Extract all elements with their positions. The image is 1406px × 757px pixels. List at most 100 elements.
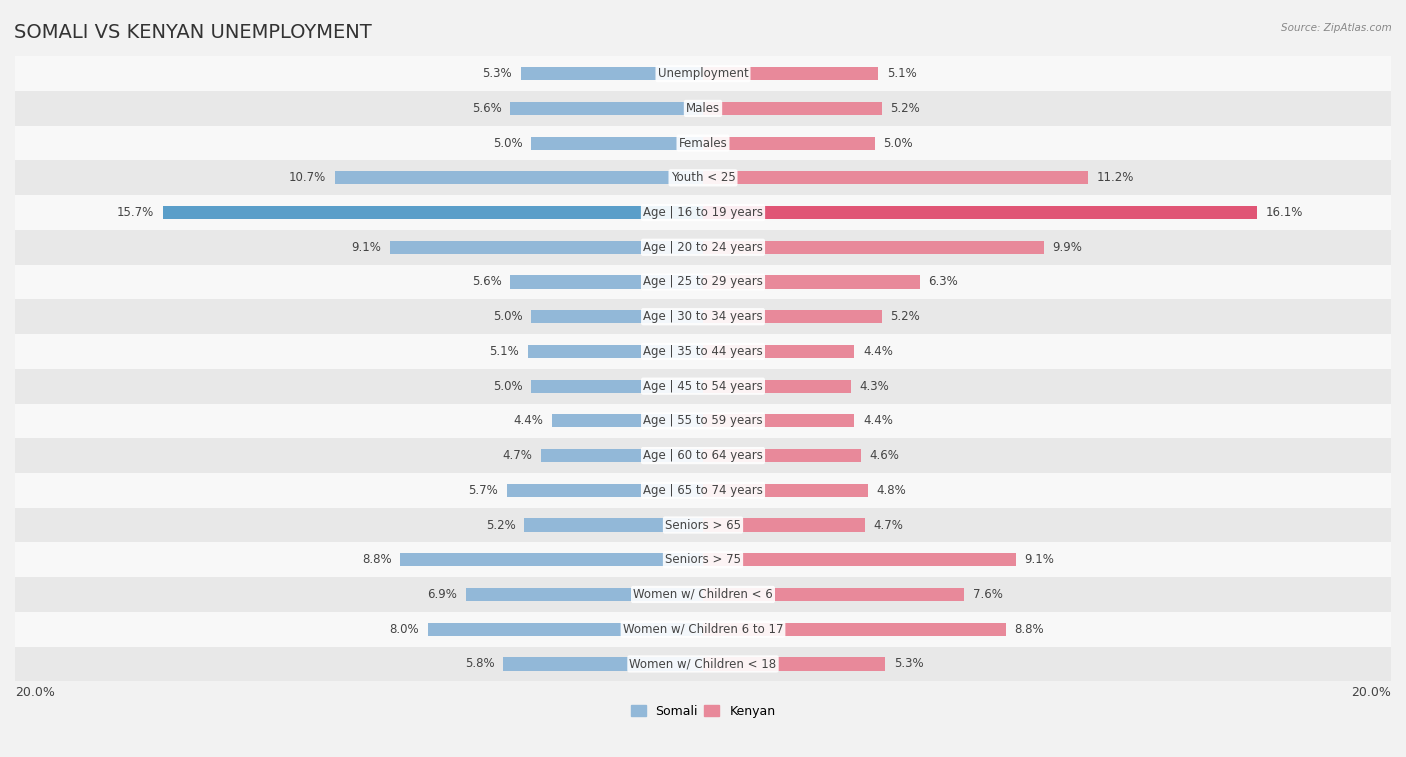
Text: Women w/ Children < 6: Women w/ Children < 6 xyxy=(633,588,773,601)
Text: Women w/ Children < 18: Women w/ Children < 18 xyxy=(630,657,776,671)
Bar xyxy=(15,195,1391,230)
Bar xyxy=(703,345,855,358)
Text: Age | 45 to 54 years: Age | 45 to 54 years xyxy=(643,380,763,393)
Legend: Somali, Kenyan: Somali, Kenyan xyxy=(626,699,780,723)
Bar xyxy=(427,622,703,636)
Bar xyxy=(335,171,703,185)
Bar xyxy=(510,101,703,115)
Text: 4.3%: 4.3% xyxy=(859,380,889,393)
Text: 9.1%: 9.1% xyxy=(1025,553,1054,566)
Bar xyxy=(15,542,1391,577)
Bar xyxy=(703,136,875,150)
Bar xyxy=(531,379,703,393)
Text: 9.9%: 9.9% xyxy=(1052,241,1083,254)
Bar xyxy=(508,484,703,497)
Text: 4.4%: 4.4% xyxy=(513,414,543,428)
Bar xyxy=(15,299,1391,334)
Bar xyxy=(520,67,703,80)
Bar xyxy=(703,206,1257,220)
Bar xyxy=(401,553,703,566)
Bar xyxy=(527,345,703,358)
Text: Seniors > 65: Seniors > 65 xyxy=(665,519,741,531)
Text: 10.7%: 10.7% xyxy=(290,171,326,185)
Bar xyxy=(524,519,703,531)
Bar xyxy=(703,310,882,323)
Bar xyxy=(15,230,1391,265)
Bar xyxy=(703,588,965,601)
Bar xyxy=(389,241,703,254)
Bar xyxy=(703,171,1088,185)
Text: 5.0%: 5.0% xyxy=(492,380,523,393)
Text: SOMALI VS KENYAN UNEMPLOYMENT: SOMALI VS KENYAN UNEMPLOYMENT xyxy=(14,23,371,42)
Bar xyxy=(15,91,1391,126)
Bar xyxy=(531,310,703,323)
Bar xyxy=(15,126,1391,160)
Text: 6.3%: 6.3% xyxy=(928,276,957,288)
Bar xyxy=(510,276,703,288)
Text: 7.6%: 7.6% xyxy=(973,588,1002,601)
Bar xyxy=(703,449,862,463)
Text: 5.2%: 5.2% xyxy=(890,310,921,323)
Text: 4.8%: 4.8% xyxy=(877,484,907,497)
Text: 4.4%: 4.4% xyxy=(863,414,893,428)
Text: 6.9%: 6.9% xyxy=(427,588,457,601)
Text: Women w/ Children 6 to 17: Women w/ Children 6 to 17 xyxy=(623,623,783,636)
Text: Males: Males xyxy=(686,102,720,115)
Text: 20.0%: 20.0% xyxy=(15,687,55,699)
Bar xyxy=(703,276,920,288)
Bar xyxy=(703,553,1017,566)
Bar xyxy=(531,136,703,150)
Text: Age | 65 to 74 years: Age | 65 to 74 years xyxy=(643,484,763,497)
Text: Females: Females xyxy=(679,136,727,150)
Text: 5.7%: 5.7% xyxy=(468,484,498,497)
Text: Age | 55 to 59 years: Age | 55 to 59 years xyxy=(643,414,763,428)
Text: 11.2%: 11.2% xyxy=(1097,171,1135,185)
Bar xyxy=(15,473,1391,508)
Bar xyxy=(703,622,1005,636)
Text: 5.3%: 5.3% xyxy=(482,67,512,80)
Bar xyxy=(541,449,703,463)
Bar xyxy=(15,369,1391,403)
Bar xyxy=(703,519,865,531)
Bar xyxy=(15,334,1391,369)
Bar xyxy=(15,646,1391,681)
Text: 5.1%: 5.1% xyxy=(489,345,519,358)
Text: 5.3%: 5.3% xyxy=(894,657,924,671)
Text: 5.0%: 5.0% xyxy=(883,136,914,150)
Text: Age | 60 to 64 years: Age | 60 to 64 years xyxy=(643,449,763,462)
Text: 20.0%: 20.0% xyxy=(1351,687,1391,699)
Bar xyxy=(703,379,851,393)
Bar xyxy=(15,438,1391,473)
Text: 5.1%: 5.1% xyxy=(887,67,917,80)
Bar xyxy=(163,206,703,220)
Text: Youth < 25: Youth < 25 xyxy=(671,171,735,185)
Bar xyxy=(15,265,1391,299)
Text: 4.7%: 4.7% xyxy=(873,519,903,531)
Text: 9.1%: 9.1% xyxy=(352,241,381,254)
Bar xyxy=(703,67,879,80)
Bar xyxy=(703,657,886,671)
Text: 8.0%: 8.0% xyxy=(389,623,419,636)
Bar xyxy=(551,414,703,428)
Bar xyxy=(15,612,1391,646)
Text: Unemployment: Unemployment xyxy=(658,67,748,80)
Text: Age | 20 to 24 years: Age | 20 to 24 years xyxy=(643,241,763,254)
Text: 8.8%: 8.8% xyxy=(1014,623,1043,636)
Text: Source: ZipAtlas.com: Source: ZipAtlas.com xyxy=(1281,23,1392,33)
Text: 5.6%: 5.6% xyxy=(472,276,502,288)
Bar xyxy=(15,508,1391,542)
Text: 5.8%: 5.8% xyxy=(465,657,495,671)
Text: Age | 30 to 34 years: Age | 30 to 34 years xyxy=(643,310,763,323)
Text: Age | 16 to 19 years: Age | 16 to 19 years xyxy=(643,206,763,219)
Bar xyxy=(15,160,1391,195)
Bar xyxy=(703,484,868,497)
Text: Seniors > 75: Seniors > 75 xyxy=(665,553,741,566)
Bar xyxy=(503,657,703,671)
Text: 16.1%: 16.1% xyxy=(1265,206,1303,219)
Text: 5.0%: 5.0% xyxy=(492,136,523,150)
Bar xyxy=(703,241,1043,254)
Text: 4.4%: 4.4% xyxy=(863,345,893,358)
Bar xyxy=(15,56,1391,91)
Text: 5.6%: 5.6% xyxy=(472,102,502,115)
Text: 5.2%: 5.2% xyxy=(485,519,516,531)
